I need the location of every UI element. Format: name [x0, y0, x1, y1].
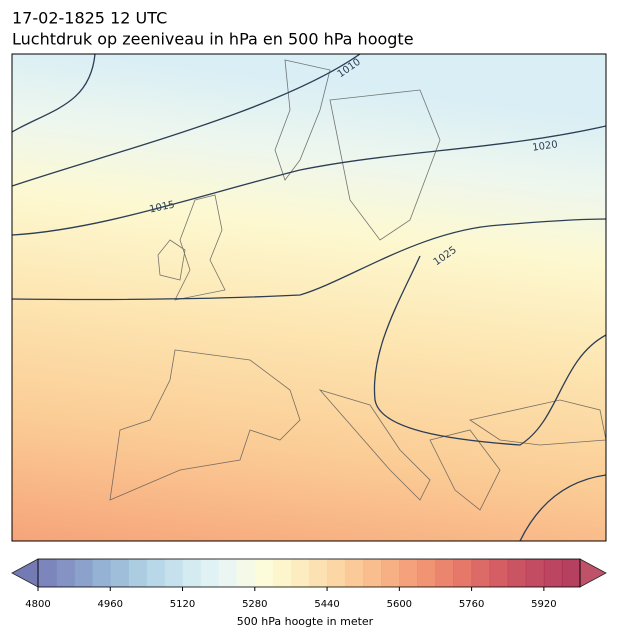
colorbar-tick-label: 4960 — [98, 599, 123, 610]
map-area — [12, 54, 606, 541]
colorbar-bin — [56, 559, 75, 587]
coast — [318, 389, 431, 501]
colorbar-bin — [561, 559, 581, 587]
colorbar-tick-label: 5920 — [531, 599, 556, 610]
colorbar-tick-label: 5440 — [314, 599, 339, 610]
coast — [157, 239, 186, 281]
isobar — [373, 255, 606, 446]
colorbar-tick-label: 4800 — [25, 599, 50, 610]
colorbar-bin — [507, 559, 527, 587]
colorbar-tick-label: 5600 — [387, 599, 412, 610]
colorbar-bin — [218, 559, 238, 587]
colorbar-bin — [272, 559, 292, 587]
colorbar-bin — [146, 559, 165, 587]
title: 17-02-1825 12 UTC — [12, 9, 167, 28]
coastlines — [109, 59, 606, 511]
colorbar-tick-label: 5760 — [459, 599, 484, 610]
colorbar-bin — [38, 559, 57, 587]
colorbar-bin — [453, 559, 473, 587]
colorbar-bin — [236, 559, 256, 587]
isobar-label: 1015 — [149, 199, 176, 215]
colorbar-extend-low — [11, 558, 39, 588]
coast — [174, 194, 226, 301]
coast — [468, 399, 606, 446]
colorbar-extend-high — [579, 558, 607, 588]
colorbar-frame — [37, 558, 581, 588]
colorbar-bin — [543, 559, 563, 587]
isobar — [12, 54, 96, 133]
height-field — [12, 54, 606, 541]
colorbar-bin — [74, 559, 93, 587]
isobars — [12, 54, 606, 541]
map-frame — [11, 53, 607, 542]
colorbar-bin — [92, 559, 111, 587]
coast — [109, 349, 301, 501]
colorbar-bin — [417, 559, 436, 587]
isobar — [12, 125, 606, 236]
isobar — [519, 474, 606, 541]
isobar — [12, 218, 606, 301]
colorbar-bin — [200, 559, 220, 587]
colorbar-bin — [363, 559, 382, 587]
coast — [274, 59, 331, 181]
colorbar-bin — [435, 559, 455, 587]
colorbar-bin — [345, 559, 364, 587]
colorbar-bin — [489, 559, 509, 587]
colorbar-bin — [327, 559, 346, 587]
colorbar-bin — [290, 559, 310, 587]
colorbar-bin — [164, 559, 184, 587]
colorbar-bin — [254, 559, 274, 587]
subtitle: Luchtdruk op zeeniveau in hPa en 500 hPa… — [12, 30, 414, 49]
colorbar-tick-label: 5120 — [170, 599, 195, 610]
coast — [329, 89, 441, 241]
colorbar-label: 500 hPa hoogte in meter — [237, 615, 374, 628]
coast — [429, 429, 501, 511]
colorbar-bin — [182, 559, 202, 587]
colorbar-bin — [309, 559, 328, 587]
isobar — [12, 54, 361, 187]
colorbar-bin — [128, 559, 147, 587]
isobar-label: 1020 — [532, 139, 559, 153]
colorbar-bin — [399, 559, 418, 587]
colorbar-bin — [525, 559, 545, 587]
colorbar-tick-label: 5280 — [242, 599, 267, 610]
colorbar-bin — [110, 559, 129, 587]
colorbar-bin — [381, 559, 400, 587]
colorbar-bin — [471, 559, 491, 587]
